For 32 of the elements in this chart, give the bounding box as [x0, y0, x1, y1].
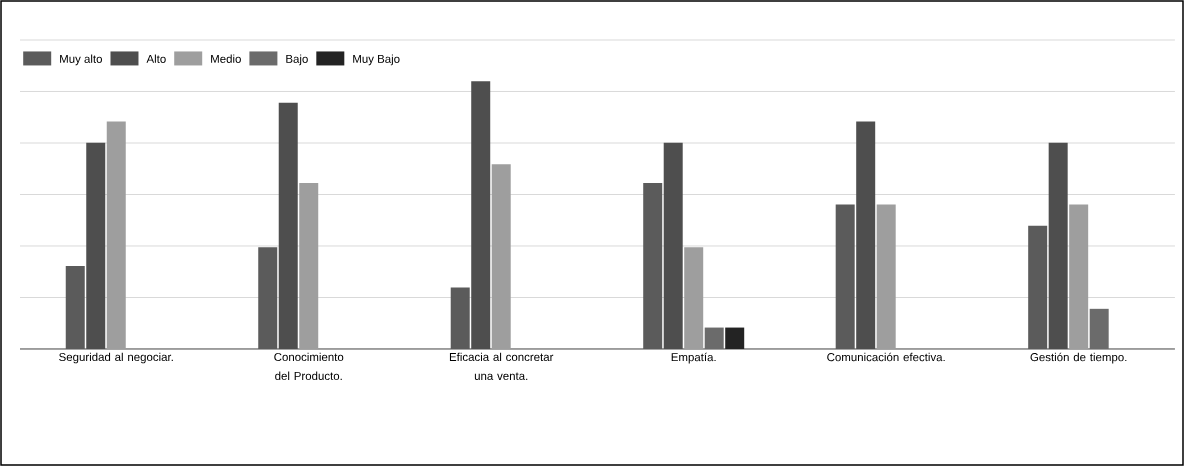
bar — [1028, 225, 1048, 349]
bar — [106, 121, 126, 349]
bar — [1069, 204, 1089, 349]
bar — [278, 102, 298, 349]
bar — [258, 247, 278, 349]
x-tick-label: Gestión de tiempo. — [1030, 352, 1127, 364]
bar — [491, 164, 511, 349]
x-tick-label: Conocimiento del Producto. — [274, 352, 344, 381]
legend-label: Alto — [146, 54, 166, 63]
bar — [684, 247, 704, 349]
x-tick-label: Eficacia al concretar una venta. — [449, 352, 554, 381]
bar — [1089, 308, 1109, 349]
bar — [86, 142, 106, 349]
bar — [663, 142, 683, 349]
bar — [835, 204, 855, 349]
legend-label: Muy alto — [60, 54, 102, 66]
x-tick-label: Empatía. — [671, 352, 716, 364]
legend-label: Bajo — [286, 54, 308, 66]
bar — [299, 182, 319, 349]
bar — [876, 204, 896, 349]
bar — [1048, 142, 1068, 349]
x-tick-label: Seguridad al negociar. — [59, 352, 173, 364]
legend-label: Muy Bajo — [353, 54, 400, 66]
bar — [725, 327, 745, 349]
bar — [65, 265, 85, 349]
bar — [643, 182, 663, 349]
bar — [856, 121, 876, 349]
x-tick-label: Comunicación efectiva. — [827, 352, 945, 362]
legend-label: Medio — [211, 54, 241, 63]
bar — [704, 327, 724, 349]
bar — [450, 287, 470, 349]
bar — [471, 81, 491, 349]
